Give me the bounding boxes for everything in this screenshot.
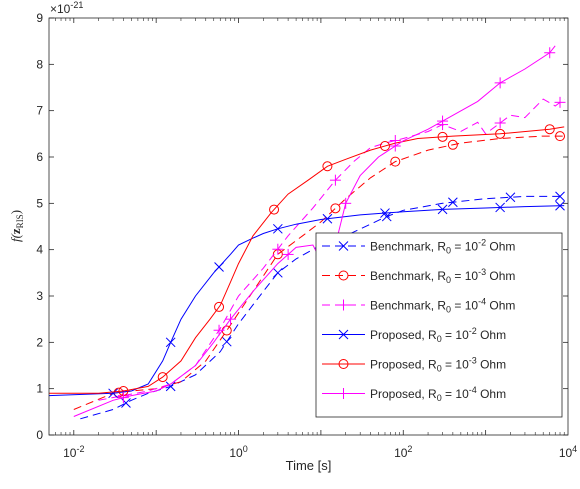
legend-marker-4 — [338, 329, 349, 340]
legend-label-1: Benchmark, R0 = 10-2 Ohm — [370, 238, 515, 256]
series-6-marker — [282, 248, 294, 260]
series-6-marker — [225, 313, 237, 325]
legend-marker-6 — [338, 388, 349, 399]
legend-box — [315, 232, 563, 418]
series-4-marker — [272, 223, 283, 234]
series-5-marker — [214, 301, 225, 312]
series-2-marker — [390, 156, 401, 167]
series-3-marker — [494, 117, 506, 129]
series-4-marker — [165, 337, 176, 348]
series-6-marker — [494, 77, 506, 89]
legend-marker-2 — [338, 270, 349, 281]
series-4-marker — [322, 213, 333, 224]
x-tick-label: 102 — [394, 444, 412, 460]
series-layer — [49, 45, 566, 420]
legend-marker-3 — [338, 299, 349, 311]
y-tick-label: 7 — [36, 104, 43, 118]
series-4-marker — [380, 208, 390, 218]
legend-label-4: Proposed, R0 = 10-2 Ohm — [370, 326, 506, 344]
series-2-marker — [447, 139, 458, 150]
series-2-marker — [330, 203, 341, 214]
y-tick-label: 8 — [36, 57, 43, 71]
x-tick-label: 10-2 — [63, 444, 84, 460]
legend-marker-5 — [338, 359, 349, 369]
series-3-marker — [554, 96, 566, 108]
legend-label-2: Benchmark, R0 = 10-3 Ohm — [370, 267, 515, 285]
series-1-marker — [165, 381, 176, 392]
axes-frame — [48, 17, 569, 436]
legend-label-6: Proposed, R0 = 10-4 Ohm — [370, 385, 506, 403]
series-5-marker — [379, 140, 390, 151]
y-tick-label: 9 — [36, 11, 43, 25]
series-4-marker — [555, 200, 565, 211]
series-4-marker — [108, 388, 118, 399]
series-5-marker — [544, 124, 555, 135]
y-tick-label: 3 — [36, 289, 43, 303]
y-tick-label: 6 — [36, 150, 43, 164]
series-1-marker — [505, 192, 516, 203]
y-tick-label: 0 — [36, 428, 43, 442]
series-5-marker — [157, 372, 168, 383]
y-tick-label: 2 — [36, 335, 43, 349]
series-1-marker — [221, 336, 232, 347]
series-3-marker — [329, 174, 341, 186]
tick-layer: 0 1 2 3 4 5 6 7 8 9 10-2 100 102 104 — [36, 11, 577, 460]
series-1-marker — [121, 398, 131, 408]
series-5-marker — [322, 161, 333, 172]
series-6-marker — [117, 392, 129, 404]
series-4-marker — [495, 202, 505, 213]
y-tick-label: 5 — [36, 196, 43, 210]
series-line-4 — [49, 205, 565, 397]
series-1-marker — [272, 267, 283, 278]
series-4-marker — [437, 204, 448, 215]
x-axis-label: Time [s] — [286, 458, 332, 473]
series-6-marker — [437, 115, 449, 127]
y-axis-label: f(zRIS) — [8, 210, 25, 242]
series-5-marker — [269, 204, 280, 215]
y-tick-label: 4 — [36, 243, 43, 257]
legend-label-5: Proposed, R0 = 10-3 Ohm — [370, 356, 506, 374]
series-1-marker — [555, 191, 565, 202]
series-2-marker — [555, 131, 566, 142]
plot-area: 0 1 2 3 4 5 6 7 8 9 10-2 100 102 104 — [36, 11, 577, 460]
legend: Benchmark, R0 = 10-2 Ohm Benchmark, R0 = … — [315, 232, 563, 418]
series-4-marker — [214, 262, 224, 272]
series-6-marker — [389, 140, 401, 152]
series-6-marker — [340, 197, 352, 209]
series-line-1 — [80, 195, 560, 420]
legend-label-3: Benchmark, R0 = 10-4 Ohm — [370, 297, 515, 315]
legend-marker-1 — [338, 241, 349, 251]
y-tick-label: 1 — [36, 382, 43, 396]
series-3-marker — [272, 243, 284, 255]
series-5-marker — [437, 131, 448, 142]
y-multiplier: ×10-21 — [50, 0, 83, 16]
x-tick-label: 100 — [229, 444, 247, 460]
series-5-marker — [495, 128, 506, 139]
series-6-marker — [544, 47, 556, 59]
x-tick-label: 104 — [559, 444, 577, 460]
series-line-5 — [49, 126, 565, 394]
series-1-marker — [448, 197, 458, 208]
